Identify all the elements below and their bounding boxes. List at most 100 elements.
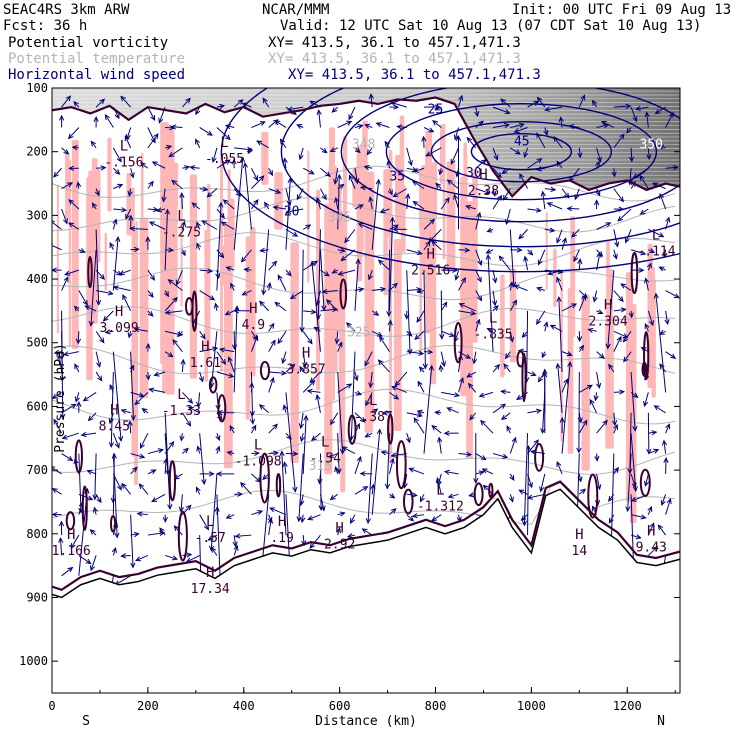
wind-vector-head: [116, 156, 122, 163]
wind-vector: [475, 121, 484, 128]
wind-vector-head: [148, 221, 155, 227]
wind-vector-head: [157, 448, 164, 454]
pv-shade-patch: [500, 274, 505, 378]
wind-vector: [300, 412, 304, 429]
wind-vector: [479, 391, 494, 397]
wind-vector-head: [76, 400, 82, 407]
x-tick-label: 800: [425, 699, 447, 713]
wind-vector-head: [619, 133, 625, 140]
pv-contour: [168, 460, 177, 502]
wind-vector: [344, 229, 356, 243]
pv-shade-patch: [553, 248, 557, 308]
wind-vector-head: [212, 346, 219, 352]
wind-vector-head: [298, 154, 304, 161]
wind-vector: [406, 147, 412, 166]
wind-vector-head: [413, 417, 419, 424]
wind-vector: [285, 432, 292, 440]
wind-vector-head: [536, 318, 542, 325]
wind-vector-head: [224, 159, 231, 165]
wind-vector: [545, 106, 563, 111]
wind-vector: [376, 122, 390, 128]
wind-vector-head: [556, 237, 562, 244]
pv-contour: [339, 278, 348, 310]
wind-vector: [500, 98, 511, 108]
pv-shade-patch: [335, 227, 338, 373]
wind-vector: [665, 498, 671, 515]
wind-vector: [96, 290, 113, 295]
wind-vector: [300, 433, 304, 442]
wind-vector: [113, 184, 123, 190]
wind-vector-head: [292, 231, 299, 237]
wind-vector: [337, 433, 340, 474]
wind-vector-head: [486, 227, 493, 233]
wind-vector: [320, 269, 330, 277]
wind-vector: [262, 229, 270, 295]
wind-vector: [337, 120, 352, 128]
wind-vector-head: [273, 450, 279, 456]
header: SEAC4RS 3km ARW NCAR/MMM Init: 00 UTC Fr…: [0, 0, 740, 86]
wind-vector-head: [571, 303, 578, 309]
wind-vector-head: [79, 248, 86, 253]
wind-vector: [428, 229, 442, 243]
forecast-hour: Fcst: 36 h: [3, 18, 88, 34]
wind-vector-head: [417, 380, 423, 387]
wind-vector: [647, 147, 650, 160]
wind-vector: [199, 188, 208, 191]
wind-vector: [414, 167, 425, 173]
wind-vector: [149, 221, 166, 230]
wind-vector: [450, 147, 459, 165]
wind-vector: [596, 124, 609, 128]
wind-vector-head: [289, 363, 296, 370]
wind-vector: [441, 330, 455, 337]
wind-vector: [235, 534, 252, 537]
wind-vector-head: [121, 207, 128, 213]
wind-vector: [211, 547, 218, 556]
wind-vector: [196, 222, 201, 230]
wind-vector-head: [540, 190, 546, 197]
wind-vector-head: [359, 417, 366, 423]
wind-vector: [388, 217, 394, 311]
pv-contour: [191, 290, 198, 332]
wind-vector: [112, 432, 120, 448]
wind-vector-head: [566, 205, 573, 212]
wind-vector-head: [162, 516, 168, 523]
wind-vector-head: [153, 133, 159, 140]
wind-vector: [262, 473, 270, 480]
wind-vector-head: [407, 348, 413, 355]
wind-vector-head: [644, 323, 650, 330]
wind-vector: [592, 100, 598, 108]
wind-vector-head: [261, 289, 267, 296]
wind-vector: [538, 249, 546, 265]
wind-vector-head: [180, 250, 186, 257]
wind-vector: [181, 221, 186, 230]
wind-vector-head: [158, 117, 164, 124]
wind-vector: [371, 484, 374, 495]
wind-vector: [164, 441, 174, 454]
wind-vector-head: [171, 179, 178, 186]
wind-vector-head: [331, 107, 338, 113]
wind-vector-head: [53, 171, 59, 178]
wind-vector: [199, 514, 209, 530]
wind-vector: [423, 365, 433, 454]
wind-vector: [130, 351, 134, 420]
wind-vector-head: [298, 423, 304, 430]
wind-vector-head: [136, 511, 143, 517]
wind-vector-head: [175, 279, 181, 286]
wind-vector: [93, 507, 97, 515]
wind-vector-head: [664, 319, 670, 326]
wind-vector-head: [447, 493, 454, 499]
wind-vector-head: [429, 218, 436, 225]
wind-vector-head: [159, 527, 165, 534]
wind-vector: [665, 290, 680, 299]
wind-vector: [527, 409, 541, 414]
wind-vector: [547, 202, 563, 210]
wind-vector-head: [95, 299, 102, 306]
wind-vector: [578, 420, 588, 434]
wind-vector-head: [553, 136, 559, 142]
wind-vector: [95, 269, 105, 280]
wind-vector: [665, 351, 676, 359]
wind-vector-head: [316, 109, 322, 116]
wind-vector: [527, 158, 542, 169]
wind-vector-head: [661, 439, 668, 446]
wind-vector-head: [189, 165, 196, 171]
